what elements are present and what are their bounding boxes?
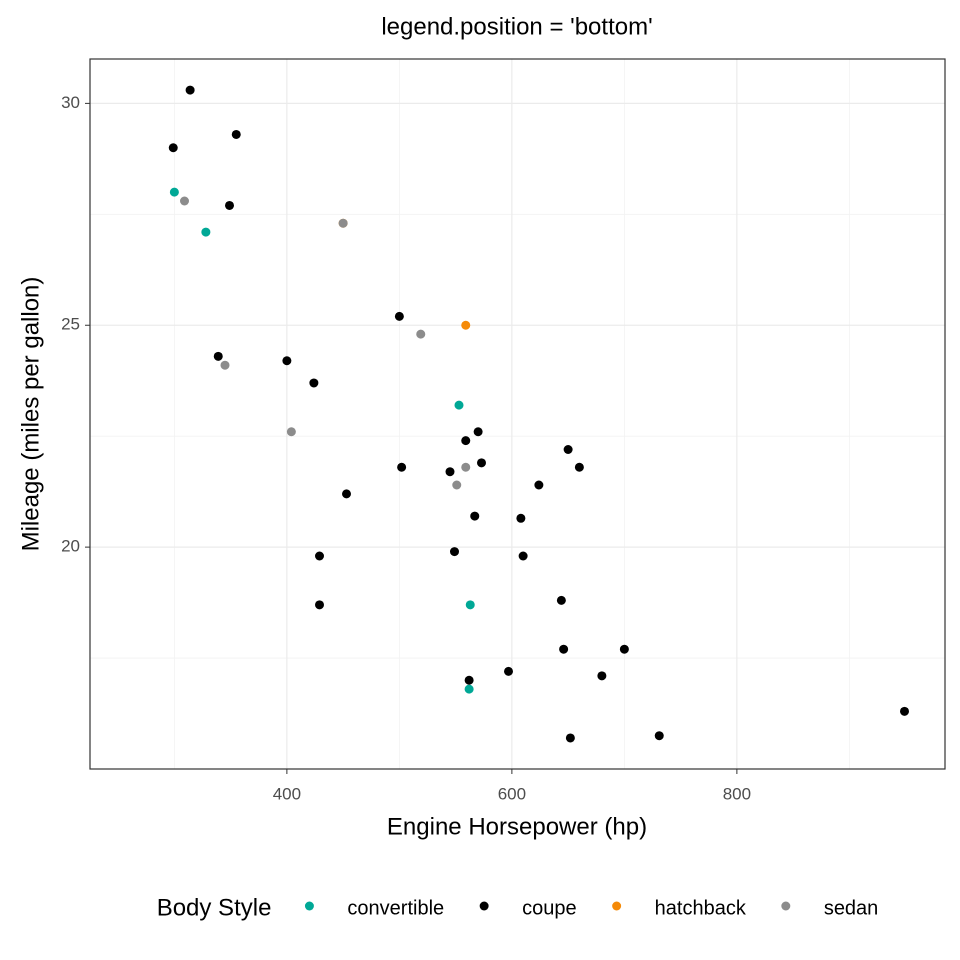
x-tick-label: 600 (498, 784, 526, 803)
legend-title: Body Style (157, 894, 272, 921)
point (225, 200, 234, 210)
point (900, 706, 909, 716)
x-axis-title: Engine Horsepower (hp) (387, 813, 647, 840)
point (180, 196, 189, 206)
point (445, 467, 455, 477)
point (461, 320, 471, 330)
point (534, 480, 544, 490)
point (220, 360, 230, 370)
point (473, 427, 483, 437)
legend-marker (781, 901, 791, 911)
point (477, 458, 486, 468)
point (169, 187, 179, 197)
y-tick-label: 20 (61, 537, 80, 556)
plot-border (89, 58, 946, 770)
point (231, 129, 241, 139)
point (461, 436, 471, 446)
point (465, 600, 475, 610)
point (338, 218, 348, 228)
x-tick-label: 800 (723, 784, 751, 803)
point (518, 551, 528, 561)
legend-label: coupe (522, 897, 577, 919)
legend-label: sedan (824, 897, 879, 919)
point (201, 227, 211, 237)
point (416, 329, 426, 339)
point (597, 671, 607, 681)
point (556, 595, 566, 605)
point (397, 462, 407, 472)
y-axis-title: Mileage (miles per gallon) (17, 277, 44, 552)
chart-title: legend.position = 'bottom' (381, 13, 652, 40)
point (454, 400, 464, 410)
legend-label: convertible (347, 897, 444, 919)
point (315, 600, 324, 610)
point (574, 462, 584, 472)
point (309, 378, 319, 388)
legend-marker (304, 901, 314, 911)
legend-label: hatchback (655, 897, 747, 919)
point (464, 675, 474, 685)
point (559, 644, 569, 654)
point (286, 427, 296, 437)
point (619, 644, 629, 654)
legend: Body Style convertible coupe hatchback sedan (157, 894, 879, 921)
point (461, 462, 471, 472)
point (504, 666, 513, 676)
point (563, 445, 573, 454)
point (394, 311, 404, 321)
legend-marker (479, 901, 489, 911)
point (450, 547, 459, 557)
point (213, 351, 223, 361)
x-tick-label: 400 (273, 784, 301, 803)
y-tick-label: 25 (61, 315, 80, 334)
point (654, 731, 664, 741)
point (565, 733, 575, 743)
point (516, 513, 526, 523)
y-tick-label: 30 (61, 93, 80, 112)
point (470, 511, 480, 521)
legend-marker (612, 901, 622, 911)
point (464, 684, 474, 694)
point (342, 489, 351, 499)
point (185, 85, 195, 95)
point (282, 356, 292, 366)
point (315, 551, 324, 561)
point (452, 480, 462, 490)
point (168, 143, 178, 153)
